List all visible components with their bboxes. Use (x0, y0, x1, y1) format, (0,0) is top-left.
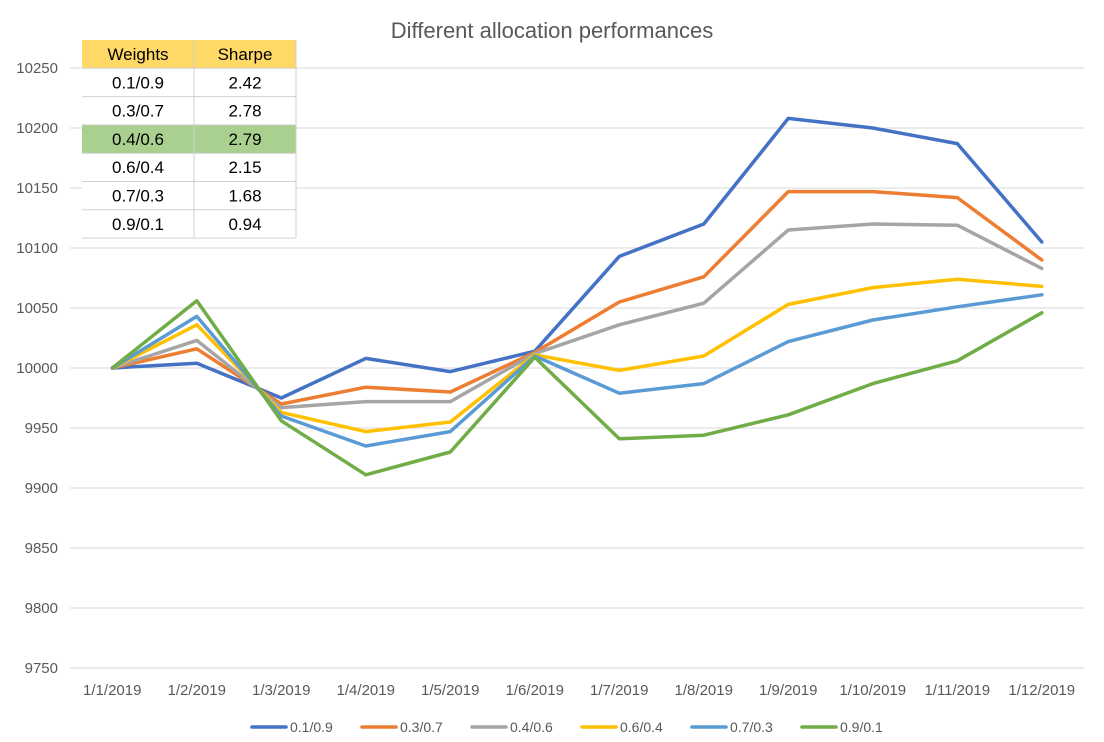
y-tick-label: 10050 (16, 300, 58, 317)
x-tick-label: 1/8/2019 (675, 682, 733, 699)
table-cell: 2.42 (228, 73, 261, 92)
legend-label: 0.7/0.3 (730, 719, 773, 735)
table-header-bg (82, 40, 296, 69)
table-cell: 1.68 (228, 187, 261, 206)
series-line-0.9/0.1 (110, 299, 1044, 477)
x-tick-label: 1/1/2019 (83, 682, 141, 699)
y-axis-ticks: 9750 9800 9850 9900 9950 10000 10050 10100 10150… (16, 60, 58, 677)
series-line-0.1/0.9 (110, 116, 1044, 400)
y-tick-label: 10250 (16, 60, 58, 77)
y-tick-label: 9850 (25, 540, 58, 557)
y-tick-label: 10150 (16, 180, 58, 197)
table-highlight-row (82, 124, 296, 154)
legend-label: 0.9/0.1 (840, 719, 883, 735)
x-tick-label: 1/12/2019 (1008, 682, 1075, 699)
table-header-cell: Sharpe (218, 45, 273, 64)
table-cell: 0.3/0.7 (112, 102, 164, 121)
x-tick-label: 1/6/2019 (506, 682, 564, 699)
series-line-0.7/0.3 (110, 293, 1044, 448)
table-cell: 0.6/0.4 (112, 158, 164, 177)
y-tick-label: 10000 (16, 360, 58, 377)
x-tick-label: 1/3/2019 (252, 682, 310, 699)
y-tick-label: 9900 (25, 480, 58, 497)
y-tick-label: 10200 (16, 120, 58, 137)
y-tick-label: 10100 (16, 240, 58, 257)
table-cell: 0.4/0.6 (112, 130, 164, 149)
x-tick-label: 1/9/2019 (759, 682, 817, 699)
legend: 0.1/0.9 0.3/0.7 0.4/0.6 0.6/0.4 0.7/0.3 0.9/0… (250, 719, 883, 735)
x-tick-label: 1/10/2019 (839, 682, 906, 699)
table-header-cell: Weights (107, 45, 168, 64)
y-tick-label: 9950 (25, 420, 58, 437)
legend-label: 0.4/0.6 (510, 719, 553, 735)
x-tick-label: 1/2/2019 (168, 682, 226, 699)
series-lines (110, 116, 1044, 477)
legend-label: 0.6/0.4 (620, 719, 663, 735)
table-cell: 2.78 (228, 102, 261, 121)
x-tick-label: 1/11/2019 (924, 682, 990, 699)
legend-label: 0.3/0.7 (400, 719, 443, 735)
table-cell: 2.15 (228, 158, 261, 177)
x-tick-label: 1/5/2019 (421, 682, 479, 699)
y-tick-label: 9750 (25, 660, 58, 677)
table-cell: 0.94 (228, 215, 261, 234)
table-row-bg (82, 96, 296, 125)
table-row-bg (82, 153, 296, 182)
x-axis-ticks: 1/1/2019 1/2/2019 1/3/2019 1/4/2019 1/5/2019… (83, 682, 1075, 699)
table-row-bg (82, 209, 296, 239)
chart-title: Different allocation performances (391, 18, 713, 43)
y-tick-label: 9800 (25, 600, 58, 617)
table-cell: 0.9/0.1 (112, 215, 164, 234)
sharpe-table: Weights Sharpe 0.1/0.9 2.42 0.3/0.7 2.78 0.4/0… (82, 40, 297, 239)
x-tick-label: 1/7/2019 (590, 682, 648, 699)
table-cell: 0.1/0.9 (112, 73, 164, 92)
x-tick-label: 1/4/2019 (337, 682, 395, 699)
legend-label: 0.1/0.9 (290, 719, 333, 735)
table-cell: 2.79 (228, 130, 261, 149)
table-row-bg (82, 68, 296, 97)
table-row-bg (82, 181, 296, 210)
table-cell: 0.7/0.3 (112, 187, 164, 206)
